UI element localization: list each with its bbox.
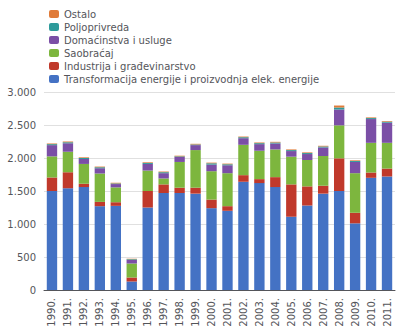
- svg-text:1.000: 1.000: [7, 219, 36, 230]
- svg-text:2006.: 2006.: [302, 298, 313, 327]
- svg-text:Ostalo: Ostalo: [64, 9, 96, 20]
- svg-text:1.500: 1.500: [7, 186, 36, 197]
- svg-text:1998.: 1998.: [174, 298, 185, 327]
- svg-text:Industrija i građevinarstvo: Industrija i građevinarstvo: [64, 61, 196, 72]
- svg-text:Transformacija energije i proi: Transformacija energije i proizvodnja el…: [63, 74, 319, 85]
- svg-text:1990.: 1990.: [46, 298, 57, 327]
- svg-text:2000.: 2000.: [206, 298, 217, 327]
- svg-text:Saobraćaj: Saobraćaj: [64, 48, 114, 59]
- svg-text:2010.: 2010.: [366, 298, 377, 327]
- svg-text:0: 0: [30, 285, 36, 296]
- svg-text:2009.: 2009.: [350, 298, 361, 327]
- svg-text:Domaćinstva i usluge: Domaćinstva i usluge: [64, 35, 172, 46]
- svg-text:1997.: 1997.: [158, 298, 169, 327]
- svg-text:2.500: 2.500: [7, 120, 36, 131]
- svg-text:3.000: 3.000: [7, 87, 36, 98]
- svg-text:1992.: 1992.: [78, 298, 89, 327]
- svg-text:2011.: 2011.: [382, 298, 393, 327]
- svg-text:2002.: 2002.: [238, 298, 249, 327]
- svg-text:1999.: 1999.: [190, 298, 201, 327]
- svg-text:2001.: 2001.: [222, 298, 233, 327]
- svg-text:1994.: 1994.: [110, 298, 121, 327]
- svg-text:1995.: 1995.: [126, 298, 137, 327]
- svg-text:1996.: 1996.: [142, 298, 153, 327]
- svg-text:2007.: 2007.: [318, 298, 329, 327]
- svg-text:2005.: 2005.: [286, 298, 297, 327]
- svg-text:2003.: 2003.: [254, 298, 265, 327]
- svg-text:1991.: 1991.: [62, 298, 73, 327]
- svg-text:500: 500: [17, 252, 36, 263]
- svg-text:2004.: 2004.: [270, 298, 281, 327]
- svg-text:2.000: 2.000: [7, 153, 36, 164]
- svg-text:Poljoprivreda: Poljoprivreda: [64, 22, 129, 33]
- svg-text:2008.: 2008.: [334, 298, 345, 327]
- svg-text:1993.: 1993.: [94, 298, 105, 327]
